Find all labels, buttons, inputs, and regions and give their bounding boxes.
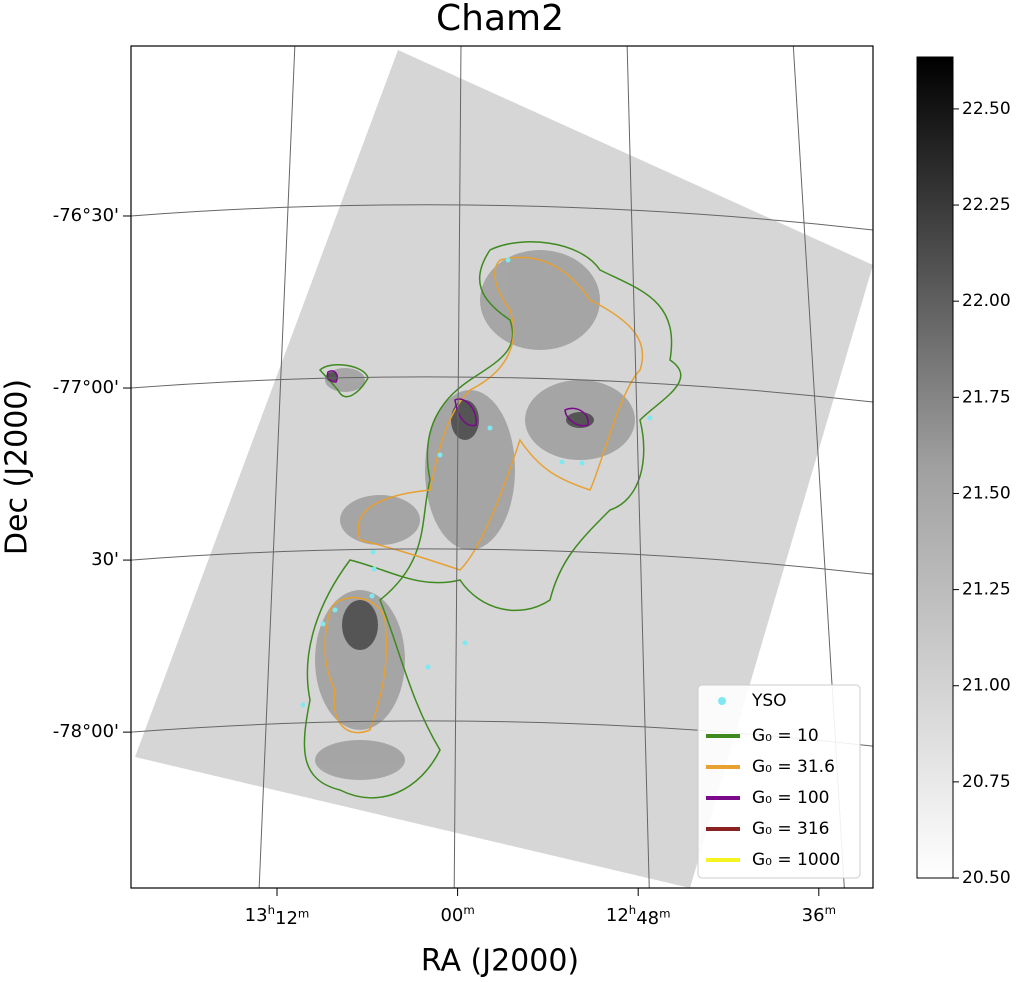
colorbar-tick-label: 22.50 — [962, 99, 1011, 119]
grid-line — [130, 204, 874, 231]
colorbar — [916, 56, 954, 879]
yso — [300, 257, 653, 708]
x-tick-label: 13h12m — [245, 903, 310, 930]
x-tick-label: 12h48m — [606, 903, 671, 930]
colorbar-tick-label: 20.50 — [962, 868, 1011, 888]
image — [135, 50, 873, 888]
legend-label: G₀ = 1000 — [752, 850, 840, 870]
legend-marker — [718, 697, 726, 705]
colorbar-tick-label: 20.75 — [962, 772, 1011, 792]
grid-line — [258, 45, 296, 889]
colorbar-tick-label: 21.00 — [962, 676, 1011, 696]
y-tick-label: -76°30' — [53, 205, 119, 226]
contours — [303, 241, 682, 799]
y-tick-label: 30' — [91, 549, 119, 570]
x-axis-label: RA (J2000) — [421, 944, 579, 979]
colorbar-tick-label: 21.25 — [962, 580, 1011, 600]
y-axis-label: Dec (J2000) — [0, 379, 35, 555]
colorbar-tick-label: 22.25 — [962, 195, 1011, 215]
legend-label: G₀ = 10 — [752, 726, 819, 746]
x-tick-label: 00m — [440, 903, 474, 926]
colorbar-tick-label: 21.75 — [962, 387, 1011, 407]
y-tick-label: -78°00' — [53, 721, 119, 742]
grid-line — [130, 376, 874, 403]
chart-title: Cham2 — [436, 0, 564, 39]
y-tick-label: -77°00' — [53, 377, 119, 398]
colorbar-tick-label: 22.00 — [962, 291, 1011, 311]
axes-frame — [130, 45, 874, 889]
grid-line — [453, 45, 462, 889]
x-tick-label: 36m — [802, 903, 836, 926]
legend-label: YSO — [751, 691, 787, 711]
legend-label: G₀ = 31.6 — [752, 757, 835, 777]
grid-line — [626, 45, 650, 889]
colorbar-tick-label: 21.50 — [962, 483, 1011, 503]
legend-label: G₀ = 316 — [752, 819, 830, 839]
grid-line — [130, 548, 874, 575]
legend-label: G₀ = 100 — [752, 788, 830, 808]
